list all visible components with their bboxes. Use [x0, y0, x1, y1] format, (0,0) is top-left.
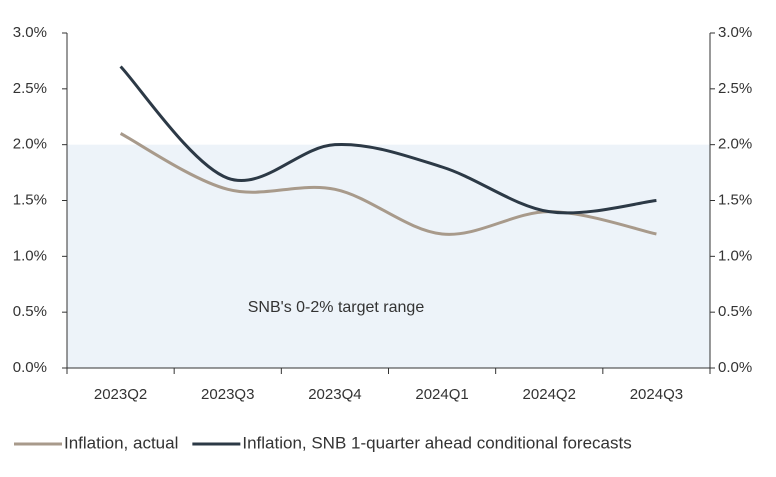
- y-tick-label: 2.0%: [13, 136, 47, 153]
- y-tick-label: 1.0%: [13, 247, 47, 264]
- y-tick-label: 1.5%: [13, 191, 47, 208]
- y2-tick-label: 2.5%: [718, 80, 752, 97]
- target-range: [67, 144, 710, 368]
- x-tick-label: 2023Q2: [94, 386, 147, 403]
- x-tick-label: 2024Q1: [415, 386, 468, 403]
- legend-label: Inflation, actual: [64, 433, 178, 452]
- y-tick-label: 0.0%: [13, 359, 47, 376]
- x-tick-label: 2024Q3: [630, 386, 683, 403]
- y2-tick-label: 2.0%: [718, 136, 752, 153]
- x-tick-label: 2023Q3: [201, 386, 254, 403]
- y-tick-label: 0.5%: [13, 303, 47, 320]
- legend-label: Inflation, SNB 1-quarter ahead condition…: [242, 433, 631, 452]
- y-tick-label: 3.0%: [13, 24, 47, 41]
- y2-tick-label: 0.5%: [718, 303, 752, 320]
- y-tick-label: 2.5%: [13, 80, 47, 97]
- y2-tick-label: 0.0%: [718, 359, 752, 376]
- y2-tick-label: 1.0%: [718, 247, 752, 264]
- y2-tick-label: 3.0%: [718, 24, 752, 41]
- x-tick-label: 2024Q2: [523, 386, 576, 403]
- series-line: [119, 65, 657, 215]
- annotation: SNB's 0-2% target range: [248, 299, 425, 316]
- x-tick-label: 2023Q4: [308, 386, 361, 403]
- y2-tick-label: 1.5%: [718, 191, 752, 208]
